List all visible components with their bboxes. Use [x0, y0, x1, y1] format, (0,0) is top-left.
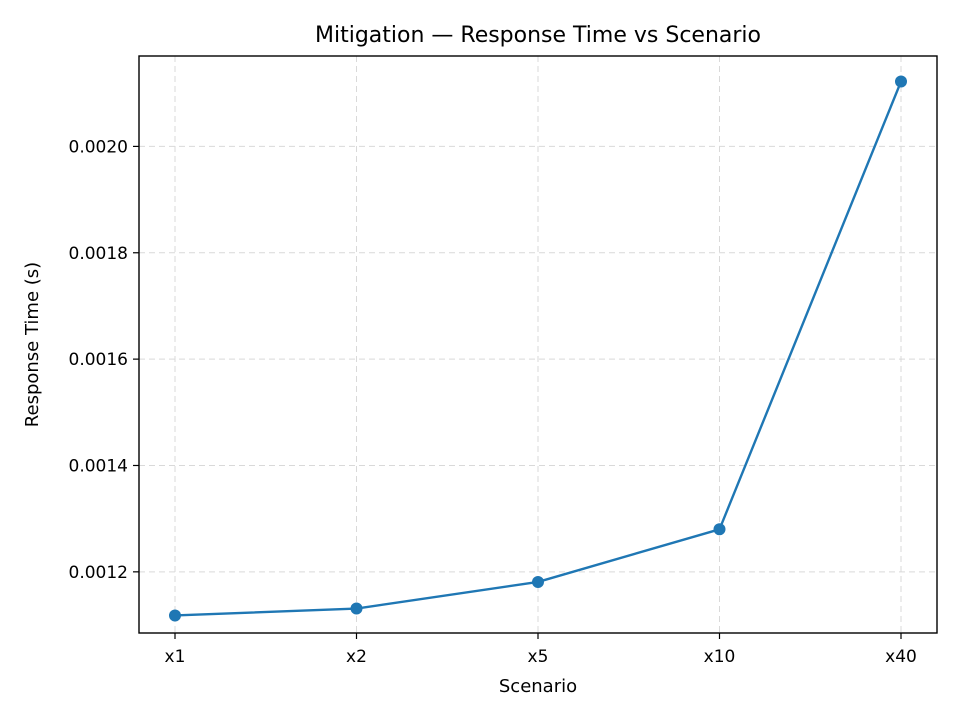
y-tick-label: 0.0016 — [69, 350, 128, 370]
y-tick-label: 0.0020 — [69, 137, 128, 157]
data-point — [895, 75, 907, 88]
data-point — [713, 523, 726, 536]
grid — [139, 56, 937, 633]
data-point — [350, 602, 363, 615]
y-axis-label: Response Time (s) — [22, 262, 43, 427]
data-point — [532, 575, 544, 588]
data-point — [169, 609, 181, 622]
y-tick-label: 0.0018 — [69, 244, 128, 264]
x-tick-label: x10 — [704, 647, 736, 667]
x-tick-label: x1 — [165, 647, 186, 667]
chart-title: Mitigation — Response Time vs Scenario — [315, 23, 761, 48]
y-tick-label: 0.0014 — [69, 456, 128, 476]
x-axis-label: Scenario — [499, 676, 577, 697]
y-tick-label: 0.0012 — [69, 563, 128, 583]
series-layer — [169, 75, 907, 622]
axis-ticks: x1 x2 x5 x10 x40 0.0012 0.0014 0.0016 0.0018 0.00… — [69, 137, 917, 667]
x-tick-label: x2 — [346, 647, 367, 667]
x-tick-label: x40 — [885, 647, 917, 667]
x-tick-label: x5 — [528, 647, 549, 667]
